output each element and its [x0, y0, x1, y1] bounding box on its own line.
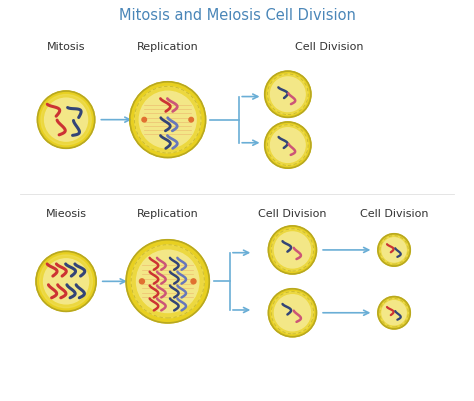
- Circle shape: [191, 279, 196, 284]
- Text: Replication: Replication: [137, 209, 199, 219]
- Circle shape: [139, 91, 196, 148]
- Text: Mitosis: Mitosis: [47, 43, 85, 53]
- Circle shape: [139, 279, 145, 284]
- Text: Mieosis: Mieosis: [46, 209, 87, 219]
- Circle shape: [45, 98, 88, 141]
- Text: Replication: Replication: [137, 43, 199, 53]
- Circle shape: [380, 298, 408, 327]
- Circle shape: [37, 91, 95, 148]
- Circle shape: [126, 240, 210, 323]
- Circle shape: [267, 125, 308, 165]
- Text: Cell Division: Cell Division: [295, 43, 364, 53]
- Circle shape: [271, 77, 305, 111]
- Circle shape: [382, 301, 406, 325]
- Circle shape: [271, 229, 314, 271]
- Text: Cell Division: Cell Division: [360, 209, 428, 219]
- Circle shape: [131, 245, 204, 318]
- Circle shape: [271, 128, 305, 162]
- Circle shape: [378, 297, 410, 329]
- Circle shape: [134, 86, 201, 153]
- Circle shape: [378, 234, 410, 266]
- Circle shape: [142, 117, 146, 122]
- Circle shape: [137, 250, 199, 312]
- Circle shape: [264, 71, 311, 117]
- Circle shape: [44, 259, 89, 304]
- Circle shape: [41, 95, 91, 145]
- Circle shape: [268, 226, 317, 274]
- Circle shape: [274, 295, 310, 331]
- Text: Cell Division: Cell Division: [258, 209, 327, 219]
- Circle shape: [130, 82, 206, 158]
- Text: Mitosis and Meiosis Cell Division: Mitosis and Meiosis Cell Division: [118, 8, 356, 23]
- Circle shape: [382, 238, 406, 262]
- Circle shape: [189, 117, 193, 122]
- Circle shape: [380, 236, 408, 264]
- Circle shape: [274, 232, 310, 268]
- Circle shape: [271, 292, 314, 334]
- Circle shape: [268, 289, 317, 337]
- Circle shape: [40, 255, 92, 308]
- Circle shape: [267, 74, 308, 115]
- Circle shape: [264, 122, 311, 168]
- Circle shape: [36, 251, 96, 311]
